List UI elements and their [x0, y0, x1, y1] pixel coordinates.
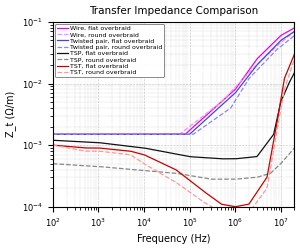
Twisted pair, flat overbraid: [144, 133, 147, 136]
TST, flat overbraid: [288, 64, 292, 67]
TST, round overbraid: [233, 215, 237, 218]
Wire, flat overbraid: [292, 26, 296, 29]
TSP, round overbraid: [144, 169, 147, 172]
Twisted pair, flat overbraid: [93, 133, 97, 136]
Twisted pair, flat overbraid: [79, 133, 82, 136]
TST, round overbraid: [144, 163, 147, 166]
Wire, flat overbraid: [144, 133, 147, 136]
TSP, round overbraid: [51, 162, 55, 165]
Line: Wire, flat overbraid: Wire, flat overbraid: [53, 28, 294, 134]
Wire, round overbraid: [51, 133, 55, 136]
TST, flat overbraid: [262, 181, 266, 184]
TSP, round overbraid: [154, 170, 158, 173]
Wire, round overbraid: [262, 57, 266, 60]
Twisted pair, round overbraid: [292, 34, 296, 37]
X-axis label: Frequency (Hz): Frequency (Hz): [137, 234, 210, 244]
TST, flat overbraid: [292, 52, 296, 56]
Line: TSP, round overbraid: TSP, round overbraid: [53, 148, 294, 179]
TST, flat overbraid: [144, 154, 147, 157]
Wire, flat overbraid: [51, 133, 55, 136]
Y-axis label: Z_t (Ω/m): Z_t (Ω/m): [6, 91, 16, 138]
TSP, round overbraid: [210, 178, 213, 181]
Wire, round overbraid: [288, 34, 292, 37]
Twisted pair, round overbraid: [154, 133, 158, 136]
TST, round overbraid: [79, 149, 82, 152]
Twisted pair, flat overbraid: [292, 30, 296, 33]
TSP, flat overbraid: [93, 141, 97, 144]
TSP, round overbraid: [93, 165, 97, 168]
Line: Twisted pair, flat overbraid: Twisted pair, flat overbraid: [53, 32, 294, 134]
Wire, round overbraid: [144, 133, 147, 136]
Line: Wire, round overbraid: Wire, round overbraid: [53, 32, 294, 134]
TST, flat overbraid: [93, 146, 97, 150]
TSP, flat overbraid: [154, 149, 158, 152]
Twisted pair, round overbraid: [144, 133, 147, 136]
TSP, flat overbraid: [144, 147, 147, 150]
Wire, round overbraid: [93, 133, 97, 136]
Twisted pair, round overbraid: [262, 62, 266, 65]
Wire, flat overbraid: [154, 133, 158, 136]
Twisted pair, flat overbraid: [51, 133, 55, 136]
Twisted pair, flat overbraid: [288, 33, 292, 36]
Line: TST, flat overbraid: TST, flat overbraid: [53, 54, 294, 207]
TSP, flat overbraid: [262, 146, 266, 149]
TST, round overbraid: [262, 191, 266, 194]
TST, flat overbraid: [51, 144, 55, 147]
Line: TST, round overbraid: TST, round overbraid: [53, 59, 294, 216]
TST, round overbraid: [93, 150, 97, 152]
Wire, flat overbraid: [288, 29, 292, 32]
TSP, flat overbraid: [79, 140, 82, 143]
TST, round overbraid: [288, 72, 292, 74]
Title: Transfer Impedance Comparison: Transfer Impedance Comparison: [89, 6, 258, 16]
TSP, flat overbraid: [288, 80, 292, 83]
TST, flat overbraid: [233, 205, 237, 208]
TST, round overbraid: [292, 58, 296, 60]
Twisted pair, round overbraid: [51, 133, 55, 136]
Twisted pair, flat overbraid: [262, 56, 266, 59]
TST, flat overbraid: [79, 146, 82, 149]
Wire, round overbraid: [154, 133, 158, 136]
Wire, flat overbraid: [262, 51, 266, 54]
TSP, round overbraid: [288, 152, 292, 155]
Twisted pair, round overbraid: [288, 38, 292, 41]
Line: TSP, flat overbraid: TSP, flat overbraid: [53, 73, 294, 159]
TSP, round overbraid: [292, 146, 296, 150]
Wire, round overbraid: [79, 133, 82, 136]
Wire, flat overbraid: [93, 133, 97, 136]
TST, flat overbraid: [154, 159, 158, 162]
TSP, flat overbraid: [220, 157, 223, 160]
TSP, round overbraid: [79, 164, 82, 167]
Legend: Wire, flat overbraid, Wire, round overbraid, Twisted pair, flat overbraid, Twist: Wire, flat overbraid, Wire, round overbr…: [55, 24, 164, 77]
Wire, round overbraid: [292, 30, 296, 33]
Line: Twisted pair, round overbraid: Twisted pair, round overbraid: [53, 36, 294, 134]
Twisted pair, round overbraid: [93, 133, 97, 136]
TSP, flat overbraid: [292, 71, 296, 74]
Wire, flat overbraid: [79, 133, 82, 136]
Twisted pair, flat overbraid: [154, 133, 158, 136]
Twisted pair, round overbraid: [79, 133, 82, 136]
TSP, flat overbraid: [51, 139, 55, 142]
TST, round overbraid: [154, 169, 158, 172]
TST, round overbraid: [51, 144, 55, 147]
TSP, round overbraid: [262, 174, 266, 177]
